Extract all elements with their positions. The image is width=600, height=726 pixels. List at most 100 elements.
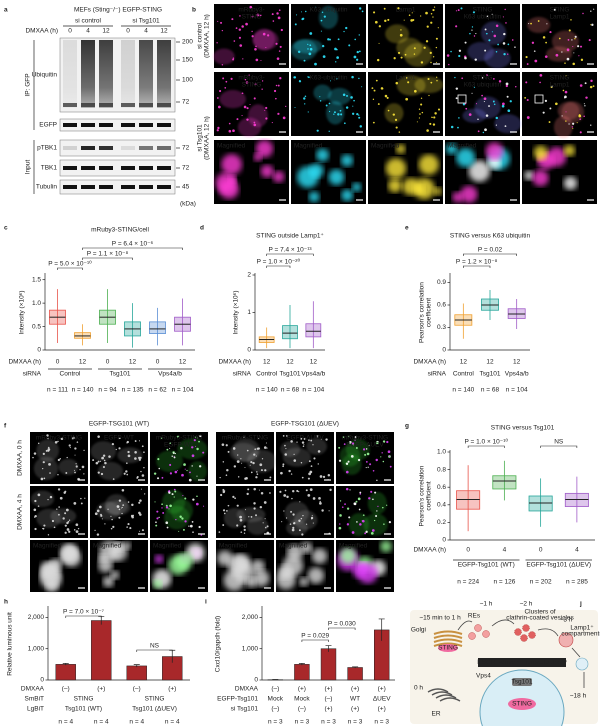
punctum <box>317 463 319 465</box>
y-tick-label: 1.0 <box>437 449 446 456</box>
punctum <box>407 81 410 84</box>
punctum <box>371 87 374 90</box>
band <box>157 103 171 107</box>
punctum <box>188 525 190 527</box>
label: P = 0.030 <box>328 621 356 628</box>
punctum <box>495 116 499 120</box>
er-membrane <box>435 694 457 699</box>
punctum <box>305 489 308 492</box>
punctum <box>101 518 103 520</box>
signal-blob <box>272 170 285 183</box>
punctum <box>386 440 389 444</box>
punctum <box>374 519 376 522</box>
cell <box>286 520 308 536</box>
punctum <box>104 461 107 465</box>
punctum <box>405 97 409 101</box>
label: (+) <box>324 686 332 693</box>
punctum <box>570 19 572 21</box>
punctum <box>134 440 137 442</box>
label: Magnified <box>279 543 308 550</box>
punctum <box>228 129 232 133</box>
punctum <box>241 92 244 95</box>
y-tick-label: 0 <box>37 347 41 354</box>
punctum <box>301 441 305 444</box>
punctum <box>292 490 295 493</box>
punctum <box>507 109 511 113</box>
punctum <box>501 104 505 108</box>
punctum <box>328 110 331 113</box>
punctum <box>165 504 168 507</box>
punctum <box>492 77 495 80</box>
punctum <box>526 63 529 65</box>
punctum <box>244 477 247 480</box>
punctum <box>534 59 538 63</box>
punctum <box>425 11 428 15</box>
punctum <box>455 10 457 12</box>
label: n = 224 <box>457 579 479 586</box>
punctum <box>155 521 157 524</box>
punctum <box>260 492 264 495</box>
punctum <box>355 446 358 449</box>
punctum <box>398 131 401 133</box>
punctum <box>243 105 247 109</box>
punctum <box>316 129 319 132</box>
label: h <box>4 599 8 606</box>
punctum <box>296 489 299 493</box>
punctum <box>375 458 378 462</box>
punctum <box>130 514 134 518</box>
punctum <box>365 467 367 469</box>
punctum <box>42 452 45 455</box>
band <box>121 185 135 189</box>
punctum <box>388 520 392 524</box>
punctum <box>255 476 258 479</box>
label: b <box>192 7 196 14</box>
punctum <box>140 488 142 490</box>
punctum <box>277 112 280 115</box>
punctum <box>216 129 219 132</box>
punctum <box>562 89 565 92</box>
punctum <box>457 126 459 129</box>
punctum <box>377 505 379 508</box>
recycling-endosome <box>468 632 476 640</box>
band <box>63 103 77 107</box>
punctum <box>57 440 59 443</box>
label: e <box>405 225 409 232</box>
punctum <box>301 476 304 479</box>
punctum <box>253 97 256 100</box>
punctum <box>66 456 68 459</box>
label: NS <box>150 643 160 650</box>
punctum <box>430 81 433 84</box>
punctum <box>365 461 368 463</box>
signal-blob <box>311 548 328 564</box>
punctum <box>256 447 259 450</box>
punctum <box>258 437 260 440</box>
chart-title: STING versus Tsg101 <box>491 425 555 432</box>
punctum <box>471 92 473 94</box>
punctum <box>505 82 509 86</box>
punctum <box>350 96 353 99</box>
punctum <box>471 26 474 28</box>
punctum <box>127 454 131 458</box>
label: Control <box>60 371 82 378</box>
signal-blob <box>460 185 478 203</box>
punctum <box>437 108 441 111</box>
label: EGFP-TSG101 (WT) <box>89 421 149 428</box>
signal-blob <box>385 158 407 179</box>
cell <box>396 75 426 96</box>
punctum <box>511 39 514 41</box>
punctum <box>253 487 256 491</box>
punctum <box>308 460 311 463</box>
punctum <box>568 123 570 125</box>
label: EGFP <box>39 122 57 129</box>
punctum <box>221 29 224 32</box>
punctum <box>228 122 231 125</box>
label: SmBiT <box>25 696 45 703</box>
punctum <box>524 97 527 99</box>
punctum <box>308 52 312 56</box>
significance-bracket <box>266 253 314 256</box>
punctum <box>221 64 224 66</box>
label: i <box>205 599 207 606</box>
punctum <box>258 489 260 491</box>
signal-blob <box>532 169 549 187</box>
